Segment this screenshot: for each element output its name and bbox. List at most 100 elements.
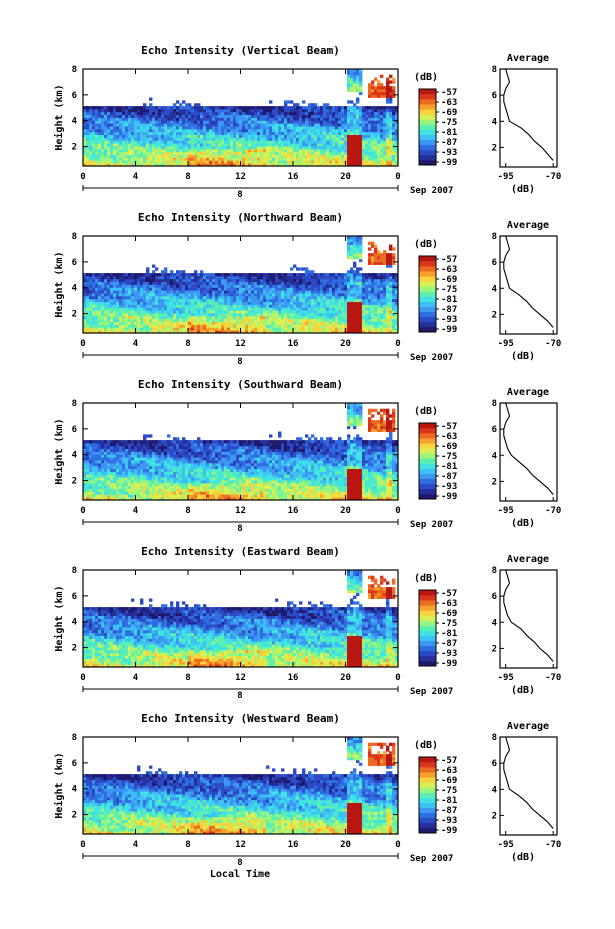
heatmap-cell — [257, 290, 261, 294]
heatmap-cell — [272, 330, 276, 334]
heatmap-cell — [104, 281, 108, 285]
heatmap-cell — [359, 111, 363, 116]
panel-title: Echo Intensity (Vertical Beam) — [141, 44, 340, 57]
heatmap-cell — [224, 140, 228, 144]
heatmap-cell — [272, 327, 276, 331]
heatmap-cell — [260, 106, 264, 110]
heatmap-cell — [302, 137, 306, 141]
heatmap-cell — [326, 108, 330, 113]
heatmap-cell — [296, 131, 300, 136]
heatmap-cell — [377, 290, 381, 294]
heatmap-cell — [113, 284, 117, 288]
heatmap-cell — [86, 117, 90, 121]
heatmap-cell — [296, 126, 300, 130]
heatmap-cell — [242, 157, 246, 161]
heatmap-cell — [233, 131, 237, 136]
heatmap-cell — [125, 117, 129, 121]
heatmap-cell — [86, 440, 90, 444]
heatmap-cell — [323, 134, 327, 138]
heatmap-cell — [140, 281, 144, 285]
heatmap-cell — [344, 284, 348, 288]
heatmap-cell — [119, 151, 123, 155]
heatmap-cell — [161, 160, 165, 164]
heatmap-cell — [224, 301, 228, 305]
heatmap-cell — [155, 143, 159, 147]
heatmap-cell — [371, 255, 375, 260]
heatmap-cell — [200, 157, 204, 161]
heatmap-cell — [101, 465, 105, 470]
heatmap-cell — [368, 307, 372, 311]
heatmap-cell — [251, 146, 255, 150]
heatmap-cell — [251, 321, 255, 325]
heatmap-cell — [230, 106, 234, 110]
heatmap-cell — [107, 134, 111, 138]
heatmap-cell — [173, 310, 177, 314]
heatmap-cell — [263, 143, 267, 147]
heatmap-cell — [317, 290, 321, 294]
heatmap-cell — [359, 151, 363, 155]
heatmap-cell — [197, 284, 201, 288]
heatmap-cell — [290, 330, 294, 334]
heatmap-cell — [356, 131, 360, 136]
heatmap-cell — [347, 88, 351, 93]
heatmap-cell — [167, 114, 171, 118]
heatmap-cell — [83, 151, 87, 155]
heatmap-cell — [206, 327, 210, 331]
heatmap-cell — [191, 290, 195, 294]
heatmap-cell — [392, 298, 396, 303]
heatmap-cell — [203, 148, 207, 153]
heatmap-cell — [278, 281, 282, 285]
heatmap-cell — [365, 321, 369, 325]
heatmap-cell — [224, 307, 228, 311]
heatmap-cell — [350, 307, 354, 311]
heatmap-cell — [314, 275, 318, 280]
heatmap-cell — [128, 151, 132, 155]
heatmap-cell — [164, 267, 168, 271]
heatmap-cell — [98, 457, 102, 461]
heatmap-cell — [380, 330, 384, 334]
heatmap-cell — [359, 278, 363, 283]
heatmap-cell — [245, 315, 249, 320]
heatmap-cell — [146, 304, 150, 308]
heatmap-cell — [287, 140, 291, 144]
heatmap-cell — [263, 117, 267, 121]
heatmap-cell — [110, 160, 114, 164]
heatmap-cell — [221, 278, 225, 283]
heatmap-cell — [314, 293, 318, 297]
heatmap-cell — [308, 321, 312, 325]
heatmap-cell — [320, 143, 324, 147]
panel-2: Echo Intensity (Northward Beam)Height (k… — [53, 211, 561, 367]
heatmap-cell — [308, 108, 312, 113]
heatmap-cell — [341, 313, 345, 317]
colorbar-tick-label: -75 — [441, 285, 457, 295]
heatmap-cell — [158, 140, 162, 144]
heatmap-cell — [95, 295, 99, 300]
heatmap-cell — [242, 284, 246, 288]
heatmap-cell — [350, 74, 354, 78]
heatmap-cell — [119, 148, 123, 153]
heatmap-cell — [344, 140, 348, 144]
heatmap-cell — [95, 151, 99, 155]
heatmap-cell — [287, 307, 291, 311]
heatmap-cell — [365, 324, 369, 328]
heatmap-cell — [356, 83, 360, 87]
heatmap-cell — [374, 244, 378, 248]
heatmap-cell — [389, 284, 393, 288]
heatmap-cell — [392, 315, 396, 320]
heatmap-cell — [266, 290, 270, 294]
heatmap-cell — [389, 117, 393, 121]
heatmap-cell — [92, 284, 96, 288]
colorbar-band — [419, 154, 436, 161]
heatmap-cell — [98, 128, 102, 133]
heatmap-cell — [194, 106, 198, 110]
heatmap-cell — [149, 278, 153, 283]
heatmap-cell — [377, 324, 381, 328]
heatmap-cell — [122, 143, 126, 147]
heatmap-cell — [332, 315, 336, 320]
heatmap-cell — [134, 318, 138, 322]
heatmap-cell — [128, 327, 132, 331]
heatmap-cell — [161, 131, 165, 136]
heatmap-cell — [140, 126, 144, 130]
heatmap-cell — [110, 111, 114, 116]
heatmap-cell — [188, 160, 192, 164]
